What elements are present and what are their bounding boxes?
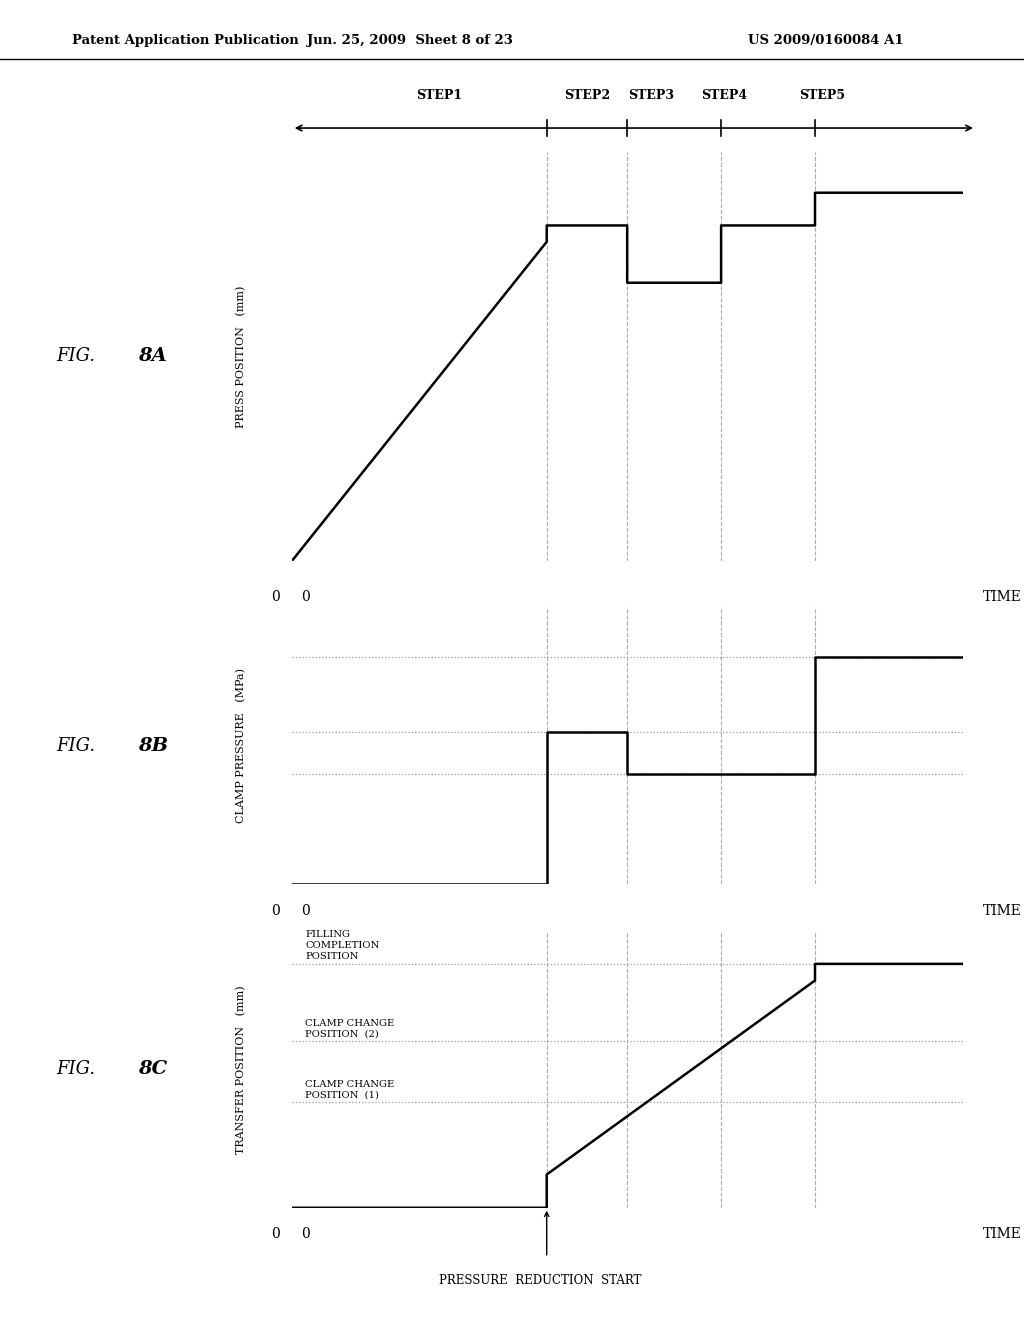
Text: 0: 0 — [301, 904, 309, 917]
Text: 0: 0 — [270, 1228, 280, 1241]
Text: FIG.: FIG. — [56, 347, 95, 366]
Text: PRESSURE  REDUCTION  START: PRESSURE REDUCTION START — [439, 1274, 642, 1287]
Text: 8B: 8B — [138, 737, 168, 755]
Text: CLAMP PRESSURE   (MPa): CLAMP PRESSURE (MPa) — [237, 668, 247, 824]
Text: 0: 0 — [270, 904, 280, 917]
Text: FIG.: FIG. — [56, 1060, 95, 1078]
Text: FIG.: FIG. — [56, 737, 95, 755]
Text: US 2009/0160084 A1: US 2009/0160084 A1 — [748, 34, 903, 48]
Text: STEP2: STEP2 — [564, 88, 610, 102]
Text: 8C: 8C — [138, 1060, 167, 1078]
Text: FILLING
COMPLETION
POSITION: FILLING COMPLETION POSITION — [305, 929, 380, 961]
Text: CLAMP CHANGE
POSITION  (1): CLAMP CHANGE POSITION (1) — [305, 1080, 394, 1100]
Text: 0: 0 — [270, 590, 280, 603]
Text: CLAMP CHANGE
POSITION  (2): CLAMP CHANGE POSITION (2) — [305, 1019, 394, 1039]
Text: 0: 0 — [301, 1228, 309, 1241]
Text: Patent Application Publication: Patent Application Publication — [72, 34, 298, 48]
Text: STEP1: STEP1 — [417, 88, 463, 102]
Text: 0: 0 — [301, 590, 309, 603]
Text: TIME: TIME — [983, 1228, 1022, 1241]
Text: STEP4: STEP4 — [701, 88, 748, 102]
Text: TRANSFER POSITION   (mm): TRANSFER POSITION (mm) — [237, 985, 247, 1154]
Text: TIME: TIME — [983, 590, 1022, 603]
Text: 8A: 8A — [138, 347, 167, 366]
Text: PRESS POSITION   (mm): PRESS POSITION (mm) — [237, 285, 247, 428]
Text: TIME: TIME — [983, 904, 1022, 917]
Text: STEP3: STEP3 — [628, 88, 674, 102]
Text: Jun. 25, 2009  Sheet 8 of 23: Jun. 25, 2009 Sheet 8 of 23 — [306, 34, 513, 48]
Text: STEP5: STEP5 — [799, 88, 845, 102]
